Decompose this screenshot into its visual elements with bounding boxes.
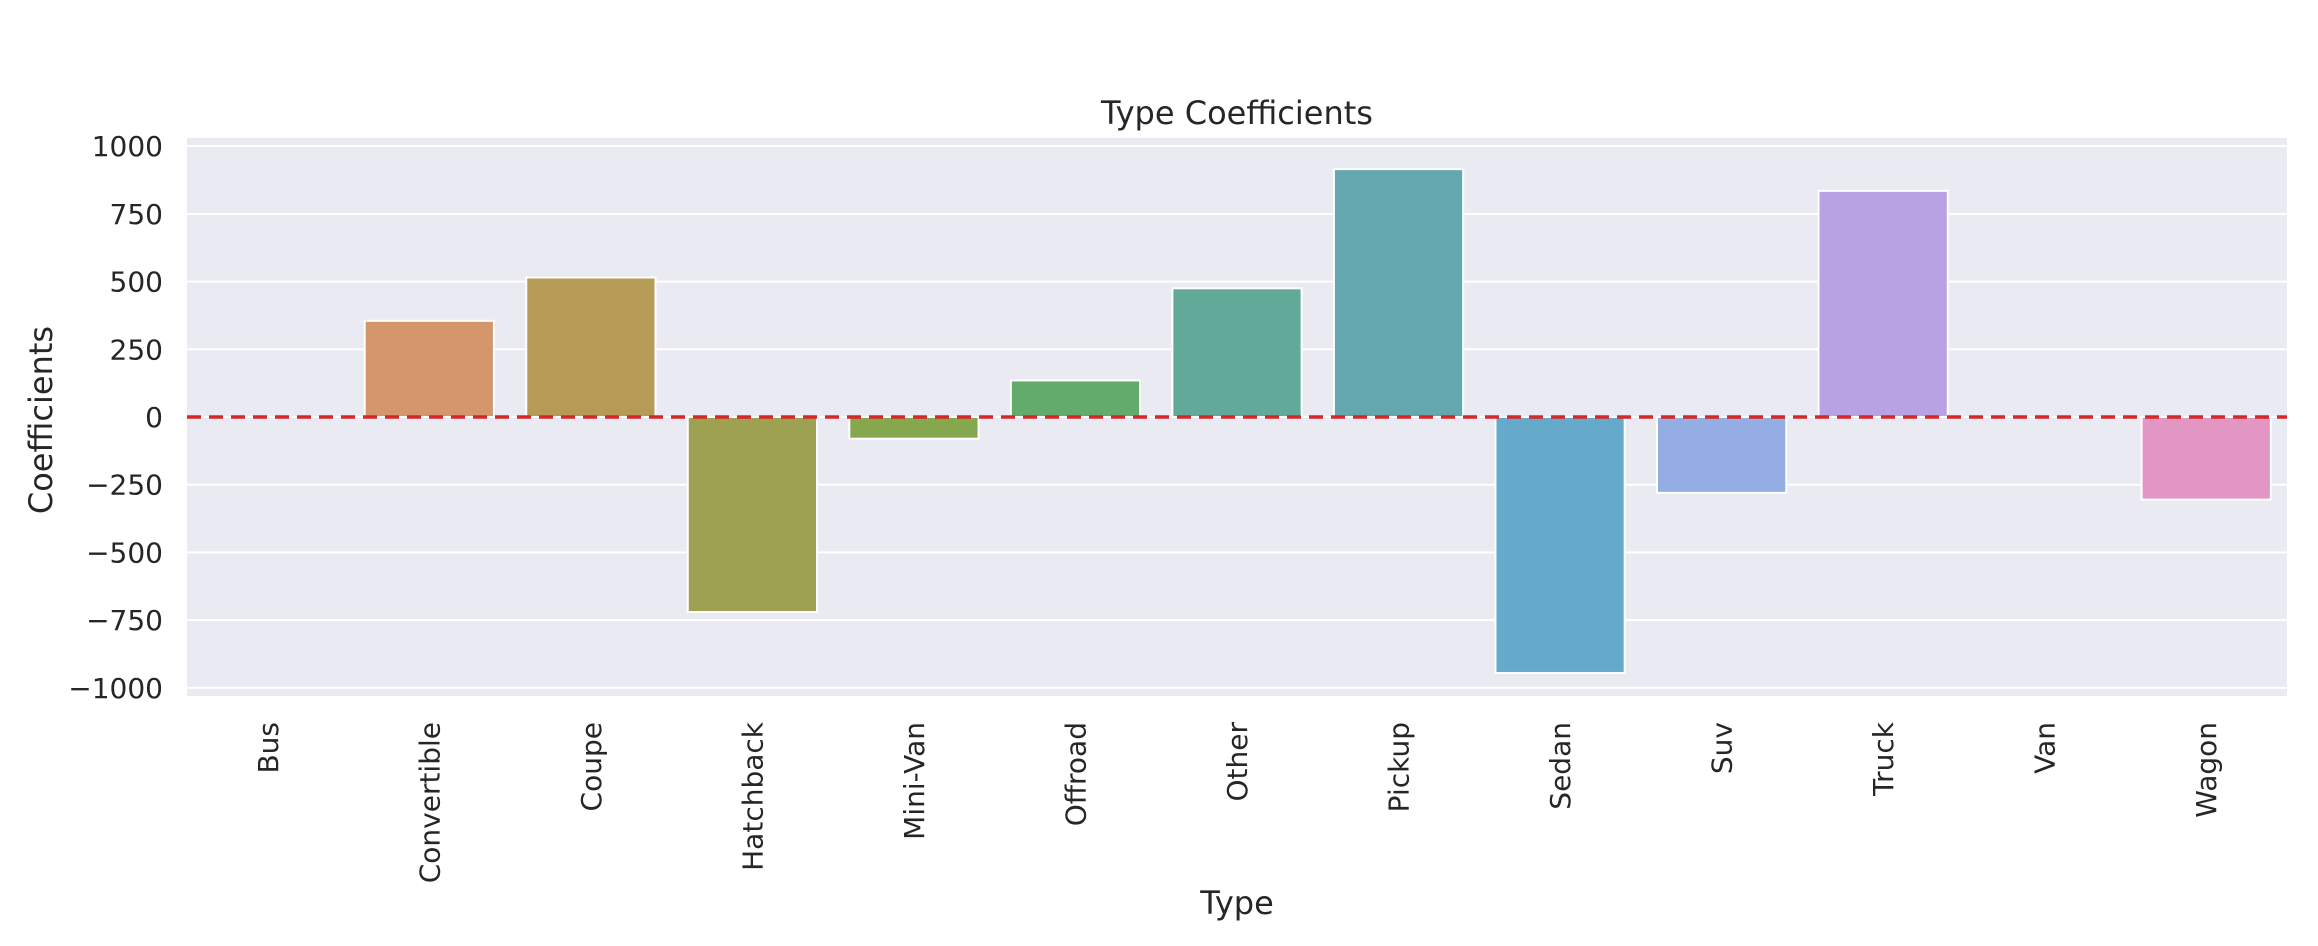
x-tick-label-coupe: Coupe <box>575 722 608 811</box>
x-tick-label-other: Other <box>1221 722 1254 802</box>
chart-title: Type Coefficients <box>1100 94 1373 132</box>
bar-suv <box>1656 416 1788 494</box>
y-tick-label: −250 <box>86 469 163 502</box>
y-tick-label: 500 <box>110 266 163 299</box>
x-tick-label-sedan: Sedan <box>1544 722 1577 810</box>
x-tick-label-mini-van: Mini-Van <box>898 722 931 840</box>
x-tick-label-offroad: Offroad <box>1059 722 1092 826</box>
bar-coupe <box>525 276 657 418</box>
y-tick-label: 250 <box>110 333 163 366</box>
x-tick-label-bus: Bus <box>252 722 285 774</box>
bar-hatchback <box>686 416 818 614</box>
x-tick-label-suv: Suv <box>1706 722 1739 774</box>
bar-wagon <box>2140 416 2272 501</box>
bar-mini-van <box>848 416 980 440</box>
bar-pickup <box>1332 168 1465 418</box>
x-tick-label-pickup: Pickup <box>1383 722 1416 812</box>
bar-sedan <box>1494 416 1626 674</box>
y-tick-label: −750 <box>86 604 163 637</box>
bar-other <box>1171 287 1303 419</box>
y-tick-label: 750 <box>110 198 163 231</box>
bar-convertible <box>363 319 495 419</box>
x-tick-label-truck: Truck <box>1867 721 1900 797</box>
x-tick-label-wagon: Wagon <box>2190 722 2223 818</box>
y-tick-label: −1000 <box>68 672 163 705</box>
bars <box>363 168 2272 674</box>
y-tick-label: 0 <box>145 401 163 434</box>
y-tick-label: 1000 <box>92 130 163 163</box>
x-tick-labels: Bus Convertible Coupe Hatchback Mini-Van Offr… <box>252 721 2223 883</box>
x-tick-label-hatchback: Hatchback <box>736 721 769 871</box>
y-axis-title: Coefficients <box>22 326 60 514</box>
y-tick-labels: 1000 750 500 250 0 −250 −500 −750 −1000 <box>68 130 163 705</box>
bar-truck <box>1817 189 1949 418</box>
x-tick-label-convertible: Convertible <box>413 722 446 883</box>
bar-offroad <box>1009 379 1142 418</box>
x-axis-title: Type <box>1199 884 1274 922</box>
x-tick-label-van: Van <box>2029 722 2062 774</box>
y-tick-label: −500 <box>86 536 163 569</box>
